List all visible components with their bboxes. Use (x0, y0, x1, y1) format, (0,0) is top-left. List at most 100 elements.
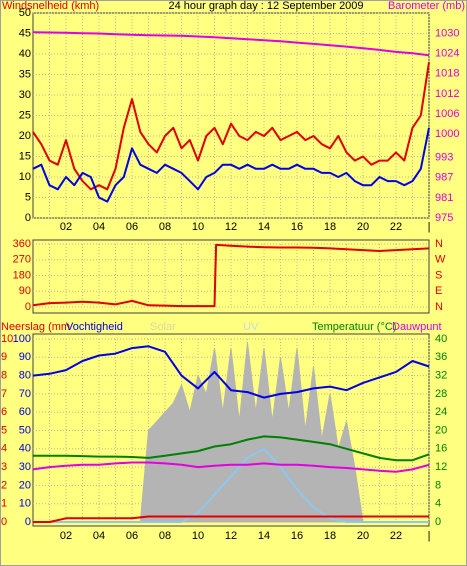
x-tick-label: 06 (126, 221, 138, 233)
y2-tick-label: 40 (435, 333, 447, 345)
y2-tick-label: 28 (435, 388, 447, 400)
precip-tick-label: 8 (1, 370, 7, 382)
x-tick-label: 22 (390, 530, 402, 542)
precip-tick-label: 1 (1, 498, 7, 510)
y-tick-label: 180 (13, 269, 31, 281)
x-tick-label: 08 (159, 530, 171, 542)
y2-tick-label: S (435, 269, 442, 281)
x-tick-label: 14 (258, 221, 270, 233)
y2-tick-label: 20 (435, 424, 447, 436)
legend-label: Temperatuur (°C) (312, 321, 396, 333)
legend-label: Solar (150, 321, 176, 333)
x-tick-label: 12 (225, 221, 237, 233)
y-tick-label: 40 (19, 48, 31, 60)
y2-tick-label: E (435, 285, 442, 297)
line (32, 345, 430, 399)
line (33, 435, 430, 462)
x-tick-label: 18 (324, 530, 336, 542)
y2-tick-label: 1000 (435, 128, 459, 140)
line (32, 31, 430, 57)
y-tick-label: 25 (19, 109, 31, 121)
line (33, 515, 429, 523)
line (32, 243, 430, 308)
x-tick-label: 04 (93, 221, 105, 233)
y2-tick-label: 1006 (435, 108, 459, 120)
y2-tick-label: N (435, 238, 443, 250)
y-tick-label: 100 (13, 333, 31, 345)
precip-tick-label: 5 (1, 424, 7, 436)
x-tick-label: 02 (60, 530, 72, 542)
legend-label: Dauwpunt (392, 321, 442, 333)
y-tick-label: 80 (19, 370, 31, 382)
x-tick-label: 18 (324, 221, 336, 233)
y2-tick-label: 4 (435, 498, 441, 510)
y-tick-label: 360 (13, 238, 31, 250)
x-tick-label: 14 (258, 530, 270, 542)
y2-tick-label: 1024 (435, 48, 459, 60)
y-tick-label: 90 (19, 285, 31, 297)
y2-tick-label: 12 (435, 461, 447, 473)
y2-tick-label: 1030 (435, 27, 459, 39)
x-tick-label: 12 (225, 530, 237, 542)
legend-label: UV (243, 321, 259, 333)
y2-tick-label: 987 (435, 172, 453, 184)
y-tick-label: 20 (19, 479, 31, 491)
precip-tick-label: 7 (1, 388, 7, 400)
y-tick-label: 0 (25, 212, 31, 224)
y-tick-label: 15 (19, 150, 31, 162)
y2-tick-label: 1018 (435, 68, 459, 80)
precip-tick-label: 9 (1, 351, 7, 363)
x-tick-label: 20 (357, 221, 369, 233)
y2-tick-label: W (435, 254, 446, 266)
line (32, 461, 430, 473)
x-tick-label: 02 (60, 221, 72, 233)
precip-tick-label: 6 (1, 406, 7, 418)
y2-tick-label: N (435, 301, 443, 313)
y2-tick-label: 16 (435, 443, 447, 455)
legend-label: Vochtigheid (66, 321, 123, 333)
y-tick-label: 35 (19, 68, 31, 80)
y-tick-label: 45 (19, 27, 31, 39)
y-tick-label: 50 (19, 424, 31, 436)
y-tick-label: 5 (25, 191, 31, 203)
y2-tick-label: 993 (435, 152, 453, 164)
line (32, 127, 430, 203)
legend-label: Neerslag (mm (1, 321, 70, 333)
y2-tick-label: 36 (435, 351, 447, 363)
line (32, 62, 430, 191)
y2-tick-label: 24 (435, 406, 447, 418)
y2-tick-label: 1012 (435, 88, 459, 100)
y-tick-label: 30 (19, 89, 31, 101)
y-tick-label: 10 (19, 498, 31, 510)
y-tick-label: 0 (25, 301, 31, 313)
precip-tick-label: 0 (1, 516, 7, 528)
y2-tick-label: 8 (435, 479, 441, 491)
y-tick-label: 40 (19, 443, 31, 455)
y-tick-label: 0 (25, 516, 31, 528)
x-tick-label: 06 (126, 530, 138, 542)
y2-axis-label: Barometer (mb) (388, 0, 465, 12)
y-tick-label: 60 (19, 406, 31, 418)
y-tick-label: 90 (19, 351, 31, 363)
x-tick-label: 08 (159, 221, 171, 233)
y2-tick-label: 981 (435, 192, 453, 204)
y2-tick-label: 0 (435, 516, 441, 528)
x-tick-label: 10 (192, 221, 204, 233)
y-tick-label: 20 (19, 130, 31, 142)
x-tick-label: 16 (291, 221, 303, 233)
x-tick-label: | (428, 221, 431, 233)
x-tick-label: 10 (192, 530, 204, 542)
x-tick-label: 20 (357, 530, 369, 542)
precip-tick-label: 3 (1, 461, 7, 473)
line (33, 447, 429, 523)
x-tick-label: 16 (291, 530, 303, 542)
y-tick-label: 270 (13, 254, 31, 266)
precip-tick-label: 10 (1, 333, 13, 345)
chart-title: 24 hour graph day : 12 September 2009 (168, 0, 363, 12)
y2-tick-label: 32 (435, 370, 447, 382)
precip-tick-label: 4 (1, 443, 7, 455)
y-tick-label: 50 (19, 7, 31, 19)
y2-tick-label: 975 (435, 212, 453, 224)
y-axis-label: Windsnelheid (kmh) (2, 0, 99, 12)
